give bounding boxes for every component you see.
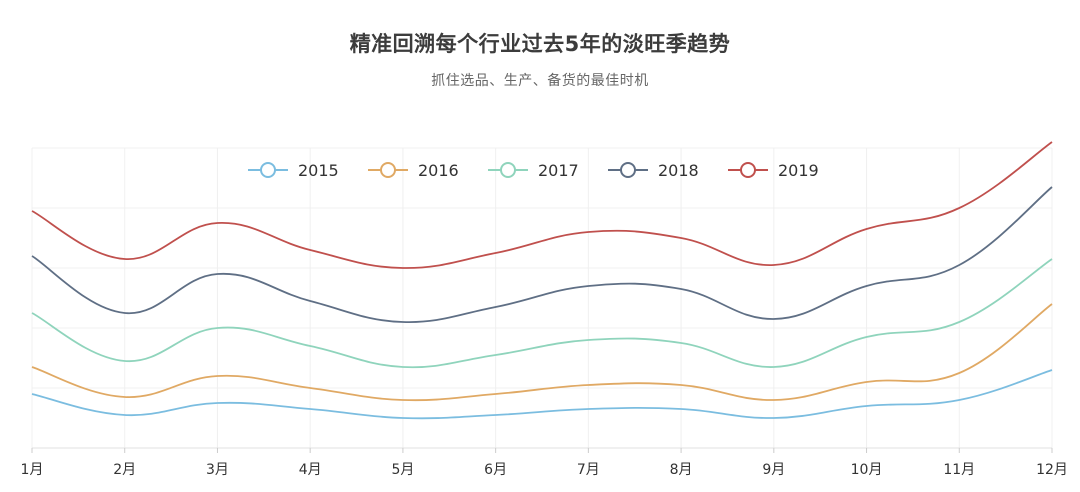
- x-tick-label: 2月: [113, 462, 136, 478]
- x-tick-label: 1月: [21, 462, 44, 478]
- x-tick-label: 7月: [577, 462, 600, 478]
- legend-circle-icon: [500, 162, 516, 178]
- x-tick-label: 4月: [299, 462, 322, 478]
- legend-circle-icon: [620, 162, 636, 178]
- series-line-2016: [31, 303, 1053, 402]
- series-line-2019: [31, 141, 1053, 269]
- legend-label: 2017: [538, 161, 579, 180]
- x-tick-label: 5月: [391, 462, 414, 478]
- legend-label: 2018: [658, 161, 699, 180]
- x-tick-label: 6月: [484, 462, 507, 478]
- legend-item-2015[interactable]: 2015: [248, 161, 339, 180]
- series-lines: [31, 141, 1053, 420]
- legend-item-2016[interactable]: 2016: [368, 161, 459, 180]
- legend[interactable]: 2015 2016 2017 2018 2019: [248, 161, 819, 180]
- chart-title: 精准回溯每个行业过去5年的淡旺季趋势: [349, 32, 731, 56]
- x-tick-label: 11月: [943, 462, 975, 478]
- series-line-2015: [31, 369, 1053, 420]
- chart-subtitle: 抓住选品、生产、备货的最佳时机: [431, 73, 649, 89]
- x-tick-label: 10月: [851, 462, 883, 478]
- x-tick-label: 8月: [670, 462, 693, 478]
- series-line-2018: [31, 186, 1053, 323]
- legend-circle-icon: [740, 162, 756, 178]
- legend-item-2018[interactable]: 2018: [608, 161, 699, 180]
- legend-label: 2016: [418, 161, 459, 180]
- x-tick-label: 3月: [206, 462, 229, 478]
- legend-circle-icon: [260, 162, 276, 178]
- grid: [31, 147, 1053, 449]
- legend-item-2017[interactable]: 2017: [488, 161, 579, 180]
- series-line-2017: [31, 258, 1053, 369]
- legend-item-2019[interactable]: 2019: [728, 161, 819, 180]
- x-tick-label: 12月: [1036, 462, 1068, 478]
- legend-label: 2019: [778, 161, 819, 180]
- legend-label: 2015: [298, 161, 339, 180]
- legend-circle-icon: [380, 162, 396, 178]
- x-axis: 1月 2月 3月 4月 5月 6月 7月 8月 9月 10月 11月 12月: [21, 447, 1068, 478]
- x-tick-label: 9月: [762, 462, 785, 478]
